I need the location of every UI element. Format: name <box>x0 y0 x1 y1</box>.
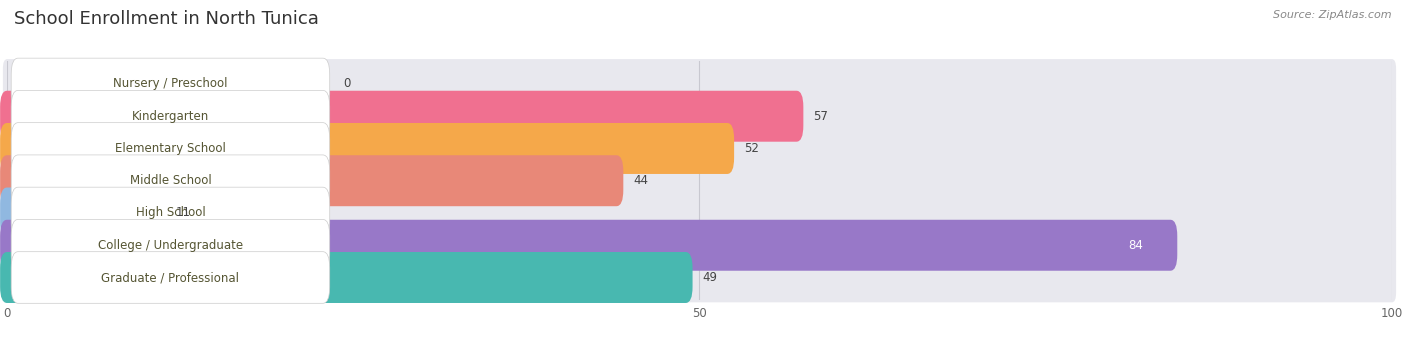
Text: 52: 52 <box>744 142 759 155</box>
FancyBboxPatch shape <box>11 187 330 239</box>
FancyBboxPatch shape <box>11 252 330 303</box>
FancyBboxPatch shape <box>3 124 1396 173</box>
Text: High School: High School <box>135 207 205 220</box>
FancyBboxPatch shape <box>0 155 623 206</box>
FancyBboxPatch shape <box>0 252 693 303</box>
FancyBboxPatch shape <box>0 188 166 238</box>
FancyBboxPatch shape <box>3 220 1396 270</box>
Text: 84: 84 <box>1128 239 1143 252</box>
Text: 49: 49 <box>702 271 717 284</box>
FancyBboxPatch shape <box>0 91 803 142</box>
Text: Nursery / Preschool: Nursery / Preschool <box>114 77 228 90</box>
Text: School Enrollment in North Tunica: School Enrollment in North Tunica <box>14 10 319 28</box>
Text: Kindergarten: Kindergarten <box>132 110 209 123</box>
Text: Source: ZipAtlas.com: Source: ZipAtlas.com <box>1274 10 1392 20</box>
FancyBboxPatch shape <box>11 220 330 271</box>
FancyBboxPatch shape <box>0 220 1177 271</box>
Text: 57: 57 <box>813 110 828 123</box>
FancyBboxPatch shape <box>3 253 1396 302</box>
Text: 11: 11 <box>176 207 191 220</box>
FancyBboxPatch shape <box>3 156 1396 206</box>
FancyBboxPatch shape <box>11 58 330 110</box>
Text: Graduate / Professional: Graduate / Professional <box>101 271 239 284</box>
FancyBboxPatch shape <box>11 123 330 174</box>
FancyBboxPatch shape <box>3 91 1396 141</box>
Text: 0: 0 <box>343 77 352 90</box>
Text: Elementary School: Elementary School <box>115 142 226 155</box>
Text: College / Undergraduate: College / Undergraduate <box>98 239 243 252</box>
FancyBboxPatch shape <box>11 90 330 142</box>
Text: 44: 44 <box>633 174 648 187</box>
Text: Middle School: Middle School <box>129 174 211 187</box>
FancyBboxPatch shape <box>3 188 1396 238</box>
FancyBboxPatch shape <box>3 59 1396 109</box>
FancyBboxPatch shape <box>0 123 734 174</box>
FancyBboxPatch shape <box>11 155 330 207</box>
